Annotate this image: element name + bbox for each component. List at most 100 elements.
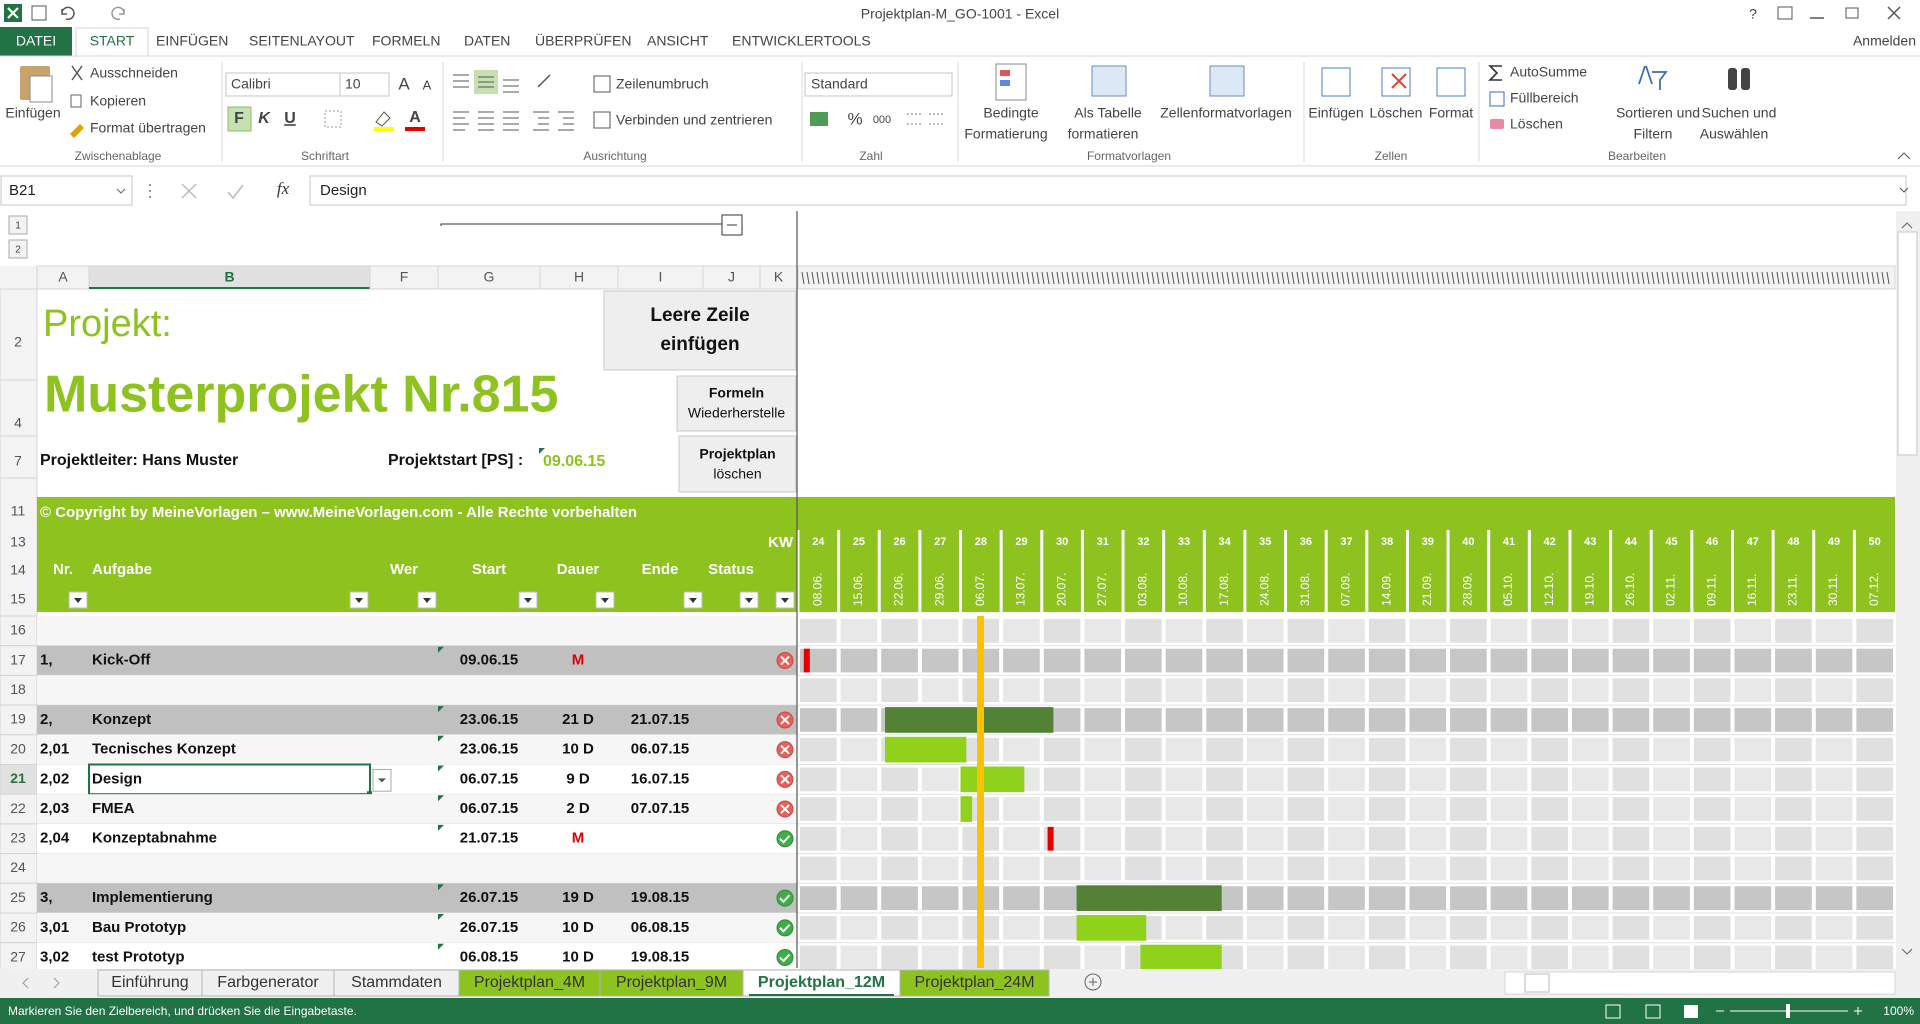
zoom-thumb[interactable] (1786, 1004, 1790, 1018)
font-size-box[interactable] (339, 72, 390, 97)
cancel-button[interactable] (181, 183, 197, 199)
horizontal-scrollbar[interactable] (1504, 971, 1896, 995)
sheet-button[interactable] (678, 435, 797, 493)
outline-button[interactable] (8, 215, 28, 235)
scroll-arrows[interactable] (1901, 222, 1913, 955)
thousands-button[interactable]: 000 (873, 114, 891, 126)
close-button[interactable] (1887, 6, 1901, 20)
task-duration: 19 D (562, 889, 594, 906)
sheet-tab[interactable] (899, 969, 1050, 997)
align-middle-icon[interactable] (478, 76, 494, 88)
sort-filter-button[interactable]: Filtern (1634, 126, 1673, 142)
help-button[interactable]: ? (1749, 6, 1757, 22)
zoom-in[interactable] (1854, 1007, 1862, 1015)
account-link[interactable]: Anmelden (1853, 33, 1916, 49)
find-select-button[interactable]: Auswählen (1700, 126, 1769, 142)
italic-button[interactable]: K (258, 110, 271, 127)
gantt-column-tick (1386, 271, 1390, 285)
ribbon-display-button[interactable] (1777, 6, 1793, 20)
conditional-format-button[interactable]: Formatierung (964, 126, 1047, 142)
clear-button[interactable]: Löschen (1510, 116, 1563, 132)
border-button[interactable] (324, 110, 342, 128)
sort-filter-button[interactable]: Sortieren und (1616, 105, 1700, 121)
sheet-button[interactable] (603, 290, 797, 371)
conditional-format-button[interactable]: Bedingte (983, 105, 1038, 121)
percent-button[interactable]: % (847, 109, 862, 128)
align-top-icon[interactable] (453, 74, 469, 88)
enter-button[interactable] (227, 184, 244, 200)
cut-button[interactable]: Ausschneiden (90, 65, 178, 81)
outline-level[interactable]: 2 (15, 245, 21, 256)
sheet-tab[interactable] (97, 969, 203, 997)
bold-button[interactable]: F (234, 110, 244, 127)
view-layout[interactable] (1645, 1004, 1661, 1019)
ribbon-tab[interactable]: DATEN (464, 33, 510, 49)
fill-color-button[interactable] (375, 111, 391, 127)
font-color-button[interactable]: A (409, 109, 421, 126)
ribbon-tab[interactable]: SEITENLAYOUT (249, 33, 355, 49)
ribbon-tab[interactable]: DATEI (16, 33, 56, 49)
ribbon-tab[interactable]: ENTWICKLERTOOLS (732, 33, 871, 49)
h-scroll-thumb[interactable] (1524, 973, 1550, 993)
gantt-column-tick (1116, 271, 1120, 285)
fill-button[interactable]: Füllbereich (1510, 90, 1578, 106)
outline-button[interactable] (8, 239, 28, 259)
gantt-cell (1775, 916, 1812, 940)
underline-button[interactable]: U (284, 110, 296, 127)
gantt-column-tick (1551, 271, 1555, 285)
collapse-ribbon[interactable] (1897, 152, 1911, 160)
decimal-buttons[interactable] (907, 113, 943, 125)
formula-input[interactable] (309, 175, 1907, 206)
outline-level[interactable]: 1 (15, 221, 21, 232)
view-normal[interactable] (1605, 1004, 1621, 1019)
format-cells-button[interactable]: Format (1429, 105, 1473, 121)
tab-nav[interactable] (22, 977, 60, 989)
gantt-cell (1856, 856, 1893, 881)
copy-button[interactable]: Kopieren (90, 93, 146, 109)
ribbon-tab[interactable]: ANSICHT (647, 33, 709, 49)
delete-cells-button[interactable]: Löschen (1370, 105, 1423, 121)
name-box[interactable] (0, 175, 133, 206)
format-painter-button[interactable]: Format übertragen (90, 120, 206, 136)
find-select-button[interactable]: Suchen und (1702, 105, 1777, 121)
format-table-button[interactable]: Als Tabelle (1074, 105, 1142, 121)
orientation-icon[interactable] (537, 74, 551, 88)
currency-icon[interactable] (810, 112, 828, 126)
autosum-button[interactable]: AutoSumme (1510, 64, 1587, 80)
format-table-button[interactable]: formatieren (1068, 126, 1139, 142)
row-bg (37, 705, 797, 735)
cell-styles-button[interactable]: Zellenformatvorlagen (1160, 105, 1292, 121)
redo-icon[interactable] (111, 6, 125, 21)
restore-button[interactable] (1845, 7, 1859, 19)
gantt-cell (1043, 797, 1081, 821)
insert-function-button[interactable]: fx (277, 179, 290, 198)
sheet-tab[interactable] (458, 969, 601, 997)
view-pagebreak[interactable] (1684, 1005, 1698, 1018)
alignment-icons[interactable] (453, 111, 574, 131)
sheet-tab[interactable] (201, 969, 335, 997)
ribbon-tab-active[interactable]: START (90, 33, 135, 49)
insert-cells-button[interactable]: Einfügen (1308, 105, 1363, 121)
merge-center-button[interactable]: Verbinden und zentrieren (616, 112, 772, 128)
gantt-cell (1450, 916, 1487, 940)
expand-formula-bar[interactable] (1899, 187, 1909, 193)
sheet-tab[interactable] (333, 969, 460, 997)
shrink-font-button[interactable]: A (423, 77, 432, 92)
task-end: 19.08.15 (631, 889, 689, 906)
grow-font-button[interactable]: A (398, 74, 410, 93)
undo-icon[interactable] (61, 6, 75, 21)
new-sheet-button[interactable] (1084, 973, 1102, 991)
ribbon-tab[interactable]: ÜBERPRÜFEN (535, 32, 631, 49)
scroll-thumb[interactable] (1897, 231, 1918, 456)
sheet-tab[interactable] (599, 969, 744, 997)
align-bottom-icon[interactable] (503, 79, 519, 93)
ribbon-tab[interactable]: EINFÜGEN (156, 32, 228, 49)
zoom-level[interactable]: 100% (1883, 1004, 1914, 1018)
sheet-tab[interactable] (742, 969, 901, 997)
ribbon-tab[interactable]: FORMELN (372, 33, 440, 49)
paste-button[interactable]: Einfügen (5, 105, 60, 121)
save-icon[interactable] (31, 5, 47, 21)
wrap-text-button[interactable]: Zeilenumbruch (616, 76, 709, 92)
number-format-box[interactable] (804, 72, 953, 97)
sheet-button[interactable] (676, 375, 797, 432)
